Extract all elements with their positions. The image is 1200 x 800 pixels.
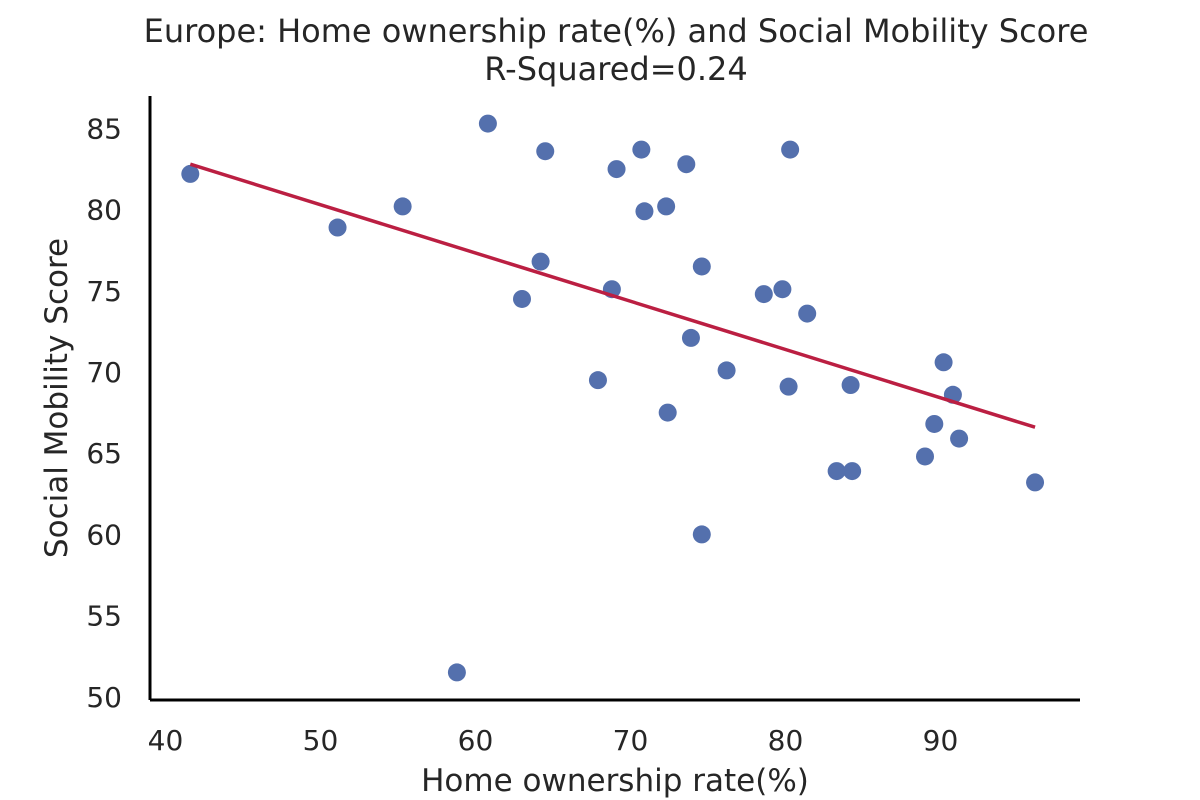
data-point-22 [779, 377, 798, 396]
data-point-1 [328, 218, 347, 237]
y-tick-label-80: 80 [86, 194, 122, 227]
data-point-26 [841, 376, 860, 395]
y-axis-label: Social Mobility Score [39, 238, 75, 558]
data-point-2 [393, 197, 412, 216]
data-point-0 [181, 164, 200, 183]
data-point-32 [950, 429, 969, 448]
data-point-27 [843, 462, 862, 481]
y-tick-label-60: 60 [86, 518, 122, 551]
data-point-21 [773, 280, 792, 299]
data-point-13 [657, 197, 676, 216]
points-layer [181, 114, 1045, 682]
data-point-17 [692, 257, 711, 276]
data-point-11 [632, 140, 651, 159]
x-axis-label: Home ownership rate(%) [421, 763, 809, 799]
data-point-24 [798, 304, 817, 323]
x-tick-label-90: 90 [923, 724, 959, 757]
x-tick-label-80: 80 [768, 724, 804, 757]
data-point-33 [1026, 473, 1045, 492]
data-point-15 [677, 155, 696, 174]
data-point-8 [588, 371, 607, 390]
y-tick-label-55: 55 [86, 600, 122, 633]
data-point-10 [607, 160, 626, 179]
data-point-16 [681, 328, 700, 347]
data-point-30 [934, 353, 953, 372]
x-tick-label-50: 50 [303, 724, 339, 757]
data-point-12 [635, 202, 654, 221]
data-point-7 [536, 142, 555, 161]
regression-line [189, 162, 1036, 429]
chart-subtitle: R-Squared=0.24 [484, 50, 748, 88]
trendline-layer [189, 162, 1036, 429]
data-point-25 [827, 462, 846, 481]
data-point-14 [658, 403, 677, 422]
y-tick-label-75: 75 [86, 275, 122, 308]
chart-title: Europe: Home ownership rate(%) and Socia… [144, 12, 1089, 50]
x-ticks: 40 50 60 70 80 90 [148, 724, 959, 757]
x-tick-label-40: 40 [148, 724, 184, 757]
data-point-19 [717, 361, 736, 380]
x-tick-label-70: 70 [613, 724, 649, 757]
data-point-28 [916, 447, 934, 466]
y-ticks: 50 55 60 65 70 75 80 85 [86, 112, 122, 713]
data-point-6 [531, 252, 550, 271]
data-point-29 [925, 414, 944, 433]
data-point-4 [478, 114, 497, 133]
y-tick-label-85: 85 [86, 112, 122, 145]
data-point-20 [754, 285, 773, 304]
data-point-5 [513, 289, 531, 308]
data-point-3 [447, 663, 466, 682]
data-point-18 [692, 525, 711, 544]
y-tick-label-65: 65 [86, 437, 122, 470]
x-tick-label-60: 60 [458, 724, 494, 757]
y-tick-label-50: 50 [86, 681, 122, 714]
data-point-23 [781, 140, 800, 159]
y-tick-label-70: 70 [86, 356, 122, 389]
